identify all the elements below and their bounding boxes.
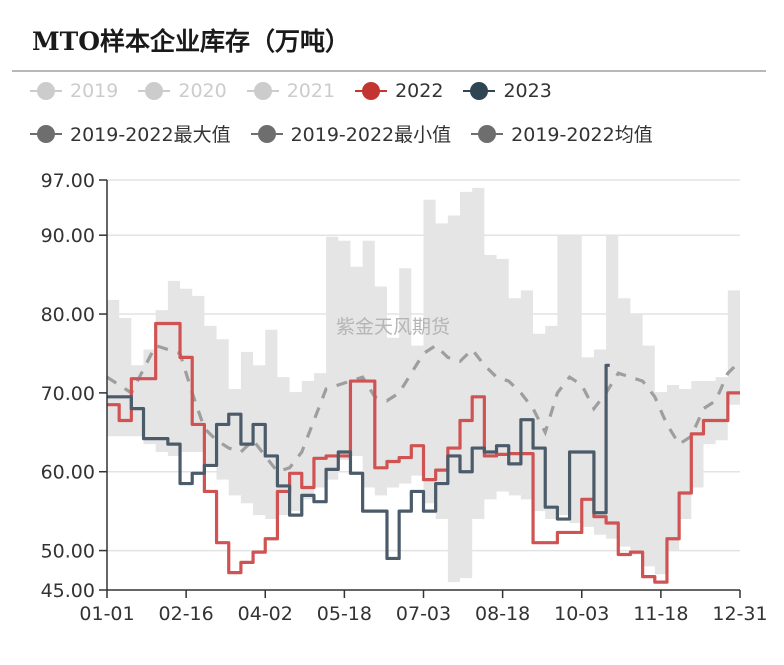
legend-marker-icon bbox=[471, 124, 504, 144]
legend-marker-icon bbox=[463, 81, 496, 101]
x-tick-label: 08-18 bbox=[475, 603, 530, 625]
legend-label: 2019 bbox=[70, 80, 119, 102]
y-tick-label: 80.00 bbox=[41, 304, 95, 326]
x-tick-label: 01-01 bbox=[79, 603, 134, 625]
y-tick-label: 70.00 bbox=[41, 383, 95, 405]
legend-label: 2022 bbox=[395, 80, 444, 102]
legend-item-2022[interactable]: 2022 bbox=[355, 80, 443, 102]
legend-label: 2019-2022最大值 bbox=[70, 124, 231, 146]
legend-marker-icon bbox=[138, 81, 171, 101]
axes: 97.00 90.00 80.00 70.00 60.00 50.00 45.0001-01… bbox=[41, 170, 768, 625]
x-tick-label: 02-16 bbox=[159, 603, 214, 625]
y-tick-label: 97.00 bbox=[41, 170, 95, 192]
legend-label: 2020 bbox=[178, 80, 227, 102]
legend-marker-icon bbox=[30, 81, 62, 101]
x-tick-label: 12-31 bbox=[712, 603, 767, 625]
legend-marker-icon bbox=[30, 124, 62, 144]
legend-item-2021[interactable]: 2021 bbox=[246, 80, 336, 102]
y-tick-label: 45.00 bbox=[41, 580, 95, 602]
legend-label: 2023 bbox=[503, 80, 552, 102]
chart-title: MTO样本企业库存（万吨） bbox=[32, 27, 351, 56]
legend-marker-icon bbox=[355, 81, 388, 101]
legend-item-2023[interactable]: 2023 bbox=[463, 80, 552, 102]
x-tick-label: 07-03 bbox=[396, 603, 451, 625]
y-tick-label: 90.00 bbox=[41, 225, 95, 247]
legend-marker-icon bbox=[246, 81, 279, 101]
series-avg-line bbox=[106, 343, 742, 474]
legend-item-2019-2022最大值[interactable]: 2019-2022最大值 bbox=[30, 120, 231, 147]
legend-label: 2021 bbox=[286, 80, 336, 102]
x-tick-label: 05-18 bbox=[317, 603, 372, 625]
series-2022-line bbox=[107, 321, 740, 584]
watermark: 紫金天风期货 bbox=[336, 316, 450, 338]
y-tick-label: 60.00 bbox=[41, 462, 95, 484]
legend-item-2020[interactable]: 2020 bbox=[138, 80, 227, 102]
y-tick-label: 50.00 bbox=[41, 541, 95, 563]
x-tick-label: 10-03 bbox=[554, 603, 609, 625]
legend-label: 2019-2022最小值 bbox=[290, 124, 452, 146]
series-2023-line bbox=[107, 363, 610, 561]
x-tick-label: 11-18 bbox=[633, 603, 688, 625]
max-min-band bbox=[107, 187, 740, 583]
legend-item-2019-2022最小值[interactable]: 2019-2022最小值 bbox=[250, 120, 452, 147]
legend-row-years: 2019 2020 2021 2022 2023 bbox=[30, 80, 572, 102]
legend-label: 2019-2022均值 bbox=[511, 124, 653, 146]
legend-marker-icon bbox=[250, 124, 283, 144]
legend-item-2019[interactable]: 2019 bbox=[30, 80, 118, 102]
x-tick-label: 04-02 bbox=[238, 603, 293, 625]
legend-item-2019-2022均值[interactable]: 2019-2022均值 bbox=[471, 120, 653, 147]
title-divider bbox=[12, 70, 766, 72]
legend-row-stats: 2019-2022最大值 2019-2022最小值 2019-2022均值 bbox=[30, 120, 673, 147]
